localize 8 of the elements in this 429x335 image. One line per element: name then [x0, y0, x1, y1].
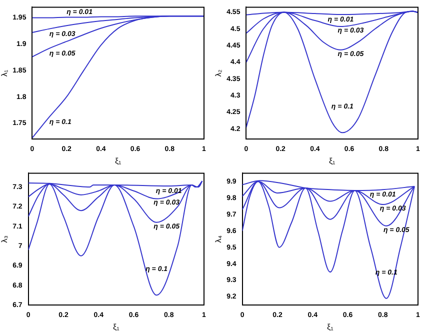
y-axis-title: λ₃ — [0, 235, 10, 243]
y-axis-title: λ₁ — [0, 69, 10, 76]
x-axis-title: ξ₁ — [328, 156, 336, 166]
x-axis-title: ξ₁ — [114, 156, 122, 166]
x-axis-title: ξ₁ — [113, 322, 120, 332]
y-axis-title: λ₂ — [214, 70, 224, 77]
x-axis-title: ξ₁ — [327, 322, 334, 332]
y-axis-title: λ₄ — [214, 235, 224, 243]
